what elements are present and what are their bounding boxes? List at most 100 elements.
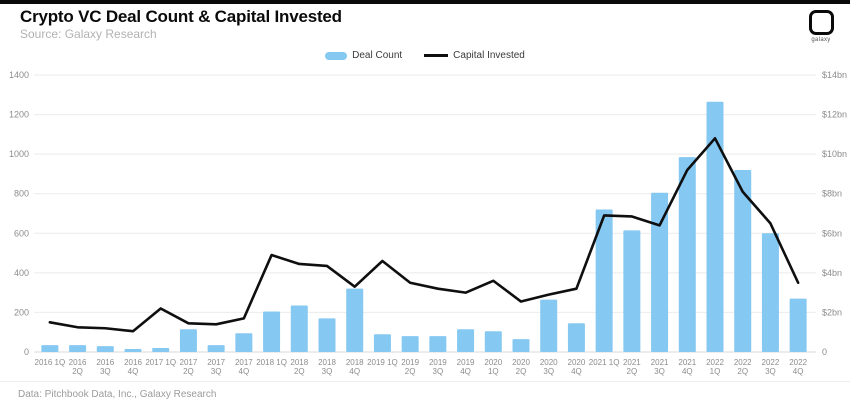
x-tick-label: 2018 1Q: [256, 358, 287, 367]
bar-2021-4q: [678, 157, 696, 352]
right-axis-tick-label: $12bn: [822, 110, 847, 120]
x-tick-label: 4Q: [571, 367, 582, 376]
x-tick-label: 2022: [789, 358, 807, 367]
x-tick-label: 2019: [457, 358, 475, 367]
x-tick-label: 2016: [124, 358, 142, 367]
combo-chart: 0 0 200 $2bn 400 $4bn 600 $6bn 800 $8bn 1000 $10bn 1…: [9, 70, 847, 376]
x-tick-label: 4Q: [128, 367, 139, 376]
galaxy-logo-icon: [808, 10, 834, 35]
x-tick-label: 2016 1Q: [35, 358, 66, 367]
x-tick-label: 2Q: [183, 367, 194, 376]
footer-data-source: Data: Pitchbook Data, Inc., Galaxy Resea…: [18, 389, 217, 400]
x-tick-label: 2Q: [72, 367, 83, 376]
x-tick-label: 2021 1Q: [589, 358, 620, 367]
page-title: Crypto VC Deal Count & Capital Invested: [20, 7, 342, 26]
bar-2019-3q: [429, 336, 447, 352]
x-tick-label: 2022: [734, 358, 752, 367]
legend-item-capital-invested: Capital Invested: [424, 50, 525, 61]
left-axis-tick-label: 0: [24, 347, 29, 357]
legend-item-deal-count: Deal Count: [325, 50, 402, 61]
x-tick-label: 4Q: [239, 367, 250, 376]
x-tick-label: 2019 1Q: [367, 358, 398, 367]
bar-2018-1q: [263, 311, 281, 352]
x-tick-label: 2018: [346, 358, 364, 367]
bar-2019-1q: [373, 334, 391, 352]
x-tick-label: 3Q: [765, 367, 776, 376]
x-tick-label: 2017 1Q: [145, 358, 176, 367]
left-axis-tick-label: 1000: [9, 149, 29, 159]
right-axis-tick-label: $8bn: [822, 189, 842, 199]
x-tick-label: 2018: [290, 358, 308, 367]
bar-2017-2q: [179, 329, 197, 352]
right-axis-tick-label: $10bn: [822, 149, 847, 159]
x-tick-label: 4Q: [349, 367, 360, 376]
legend-label-capital-invested: Capital Invested: [453, 50, 525, 61]
x-tick-label: 2022: [762, 358, 780, 367]
galaxy-logo: galaxy: [806, 10, 836, 43]
capital-invested-swatch-icon: [424, 54, 449, 57]
bar-2020-3q: [540, 299, 558, 352]
x-tick-label: 2Q: [737, 367, 748, 376]
x-tick-label: 2020: [512, 358, 530, 367]
bar-2016-4q: [124, 349, 142, 352]
x-tick-label: 3Q: [433, 367, 444, 376]
x-tick-label: 3Q: [211, 367, 222, 376]
source-subtitle: Source: Galaxy Research: [20, 27, 157, 41]
x-tick-label: 2021: [678, 358, 696, 367]
bar-2022-3q: [761, 233, 779, 352]
bar-2022-1q: [706, 101, 724, 352]
x-tick-label: 2020: [484, 358, 502, 367]
x-tick-label: 2022: [706, 358, 724, 367]
x-tick-label: 3Q: [654, 367, 665, 376]
left-axis-tick-label: 1200: [9, 110, 29, 120]
bar-2016-1q: [41, 345, 59, 352]
x-tick-label: 1Q: [710, 367, 721, 376]
bar-2018-2q: [290, 305, 308, 352]
bar-2021-2q: [623, 230, 641, 352]
bar-2017-1q: [152, 348, 170, 352]
x-tick-label: 1Q: [488, 367, 499, 376]
bar-2021-1q: [595, 209, 613, 352]
right-axis-tick-label: $2bn: [822, 307, 842, 317]
x-tick-label: 2018: [318, 358, 336, 367]
x-tick-label: 2Q: [294, 367, 305, 376]
capital-invested-line: [48, 137, 800, 333]
bar-2018-3q: [318, 318, 336, 352]
bar-2022-4q: [789, 298, 807, 352]
right-axis-tick-label: $4bn: [822, 268, 842, 278]
bar-2016-2q: [69, 345, 87, 352]
x-tick-label: 2016: [96, 358, 114, 367]
top-accent-bar: [0, 0, 850, 4]
bar-2022-2q: [734, 169, 752, 352]
x-tick-label: 2019: [429, 358, 447, 367]
right-axis-tick-label: 0: [822, 347, 827, 357]
bar-2017-4q: [235, 333, 253, 352]
footer: Data: Pitchbook Data, Inc., Galaxy Resea…: [0, 381, 850, 400]
x-tick-label: 2017: [235, 358, 253, 367]
x-tick-label: 2020: [540, 358, 558, 367]
x-tick-label: 2Q: [405, 367, 416, 376]
x-tick-label: 2Q: [627, 367, 638, 376]
bar-2020-2q: [512, 339, 530, 352]
x-tick-label: 2019: [401, 358, 419, 367]
x-tick-label: 4Q: [682, 367, 693, 376]
x-tick-label: 4Q: [793, 367, 804, 376]
bar-2020-4q: [567, 323, 585, 352]
x-tick-label: 3Q: [543, 367, 554, 376]
right-axis-tick-label: $6bn: [822, 228, 842, 238]
deal-count-swatch-icon: [325, 51, 348, 60]
bar-2020-1q: [484, 331, 502, 352]
x-tick-label: 4Q: [460, 367, 471, 376]
x-tick-label: 3Q: [322, 367, 333, 376]
bar-2018-4q: [346, 288, 364, 352]
x-tick-label: 2017: [207, 358, 225, 367]
left-axis-tick-label: 600: [14, 228, 29, 238]
right-axis-tick-label: $14bn: [822, 70, 847, 80]
bar-2016-3q: [96, 346, 114, 352]
left-axis-tick-label: 1400: [9, 70, 29, 80]
left-axis-tick-label: 800: [14, 189, 29, 199]
x-tick-label: 2017: [180, 358, 198, 367]
legend-label-deal-count: Deal Count: [352, 50, 403, 61]
legend: Deal Count Capital Invested: [0, 50, 850, 61]
